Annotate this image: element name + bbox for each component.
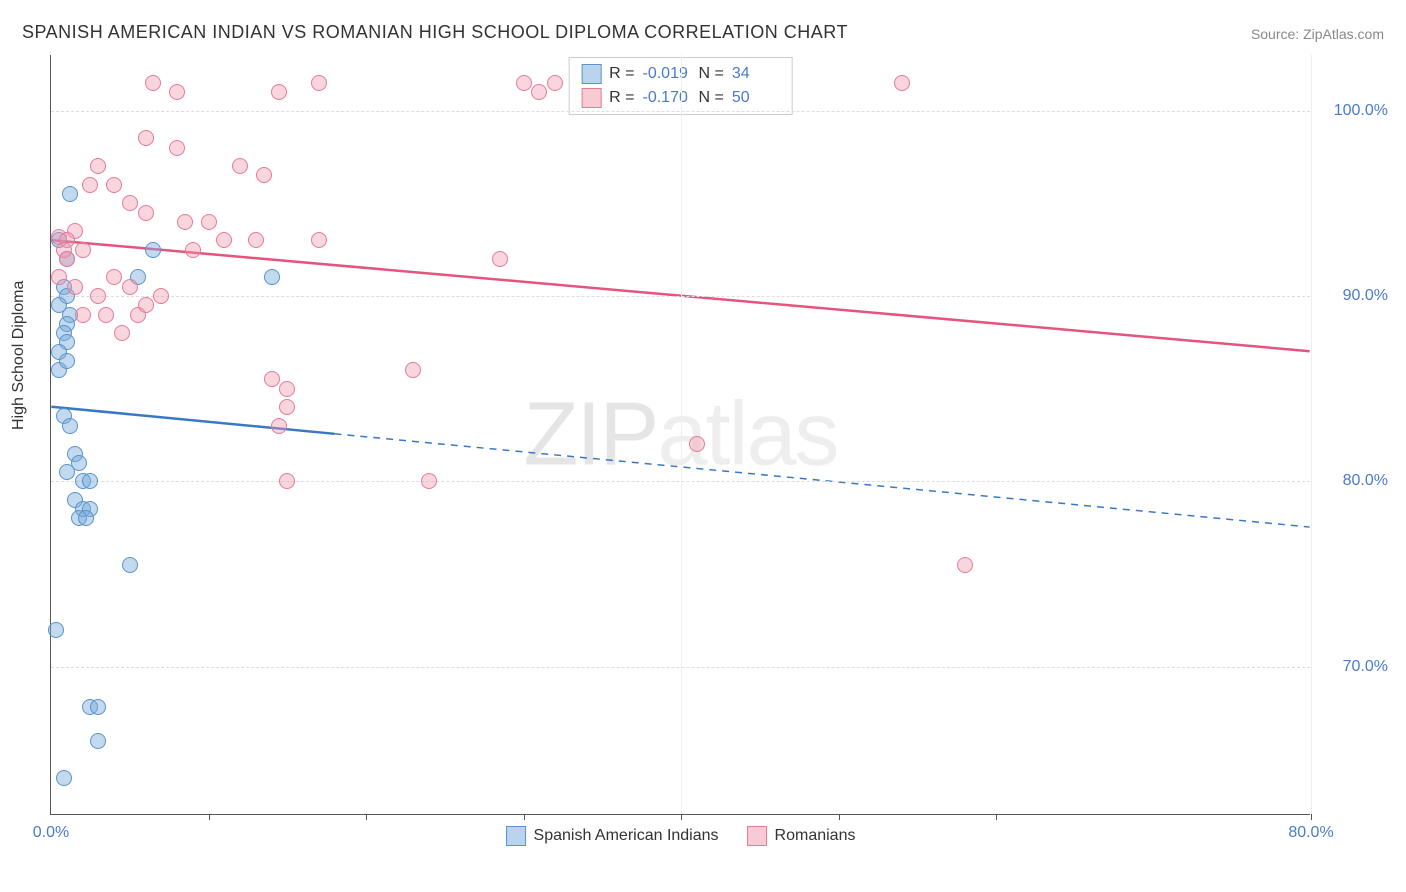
scatter-point <box>75 307 91 323</box>
chart-title: SPANISH AMERICAN INDIAN VS ROMANIAN HIGH… <box>22 22 848 43</box>
scatter-point <box>169 84 185 100</box>
scatter-point <box>51 269 67 285</box>
scatter-point <box>248 232 264 248</box>
y-tick-label: 90.0% <box>1343 287 1388 305</box>
n-value-pink: 50 <box>732 89 780 107</box>
n-label: N = <box>699 89 724 107</box>
scatter-point <box>122 195 138 211</box>
scatter-point <box>122 557 138 573</box>
gridline-vertical <box>681 55 682 814</box>
scatter-point <box>311 232 327 248</box>
scatter-point <box>114 325 130 341</box>
scatter-point <box>279 381 295 397</box>
r-value-blue: -0.019 <box>643 65 691 83</box>
legend-label-pink: Romanians <box>775 827 856 845</box>
scatter-point <box>90 158 106 174</box>
scatter-point <box>516 75 532 91</box>
scatter-point <box>492 251 508 267</box>
swatch-pink-icon <box>581 88 601 108</box>
scatter-point <box>421 473 437 489</box>
x-tick-mark <box>524 814 525 820</box>
x-tick-mark <box>1311 814 1312 820</box>
scatter-point <box>169 140 185 156</box>
scatter-point <box>279 473 295 489</box>
x-tick-mark <box>209 814 210 820</box>
scatter-point <box>153 288 169 304</box>
scatter-point <box>59 353 75 369</box>
scatter-point <box>106 269 122 285</box>
scatter-point <box>232 158 248 174</box>
scatter-point <box>256 167 272 183</box>
legend-label-blue: Spanish American Indians <box>534 827 719 845</box>
scatter-point <box>138 130 154 146</box>
y-tick-label: 70.0% <box>1343 658 1388 676</box>
r-value-pink: -0.170 <box>643 89 691 107</box>
y-axis-label: High School Diploma <box>10 281 28 430</box>
x-tick-mark <box>681 814 682 820</box>
y-tick-label: 100.0% <box>1334 102 1388 120</box>
scatter-point <box>90 699 106 715</box>
scatter-point <box>67 279 83 295</box>
gridline-vertical <box>1311 55 1312 814</box>
x-tick-mark <box>366 814 367 820</box>
r-label: R = <box>609 89 634 107</box>
scatter-point <box>271 418 287 434</box>
scatter-point <box>82 473 98 489</box>
swatch-pink-icon <box>747 826 767 846</box>
scatter-point <box>59 464 75 480</box>
scatter-point <box>90 733 106 749</box>
scatter-point <box>216 232 232 248</box>
y-tick-label: 80.0% <box>1343 472 1388 490</box>
watermark-light: atlas <box>657 384 837 484</box>
r-label: R = <box>609 65 634 83</box>
x-tick-label: 80.0% <box>1288 824 1333 842</box>
scatter-point <box>145 242 161 258</box>
scatter-point <box>957 557 973 573</box>
scatter-point <box>75 242 91 258</box>
scatter-point <box>90 288 106 304</box>
scatter-point <box>547 75 563 91</box>
scatter-point <box>201 214 217 230</box>
legend-item-blue: Spanish American Indians <box>506 826 719 846</box>
scatter-point <box>122 279 138 295</box>
scatter-point <box>59 251 75 267</box>
legend-item-pink: Romanians <box>747 826 856 846</box>
scatter-point <box>311 75 327 91</box>
x-tick-mark <box>839 814 840 820</box>
scatter-point <box>145 75 161 91</box>
n-value-blue: 34 <box>732 65 780 83</box>
scatter-point <box>185 242 201 258</box>
scatter-point <box>264 269 280 285</box>
scatter-point <box>138 297 154 313</box>
scatter-point <box>78 510 94 526</box>
scatter-point <box>264 371 280 387</box>
swatch-blue-icon <box>506 826 526 846</box>
plot-area: ZIPatlas R = -0.019 N = 34 R = -0.170 N … <box>50 55 1310 815</box>
scatter-point <box>531 84 547 100</box>
series-legend: Spanish American Indians Romanians <box>506 826 856 846</box>
scatter-point <box>279 399 295 415</box>
scatter-point <box>894 75 910 91</box>
scatter-point <box>82 177 98 193</box>
watermark-bold: ZIP <box>523 384 657 484</box>
scatter-point <box>405 362 421 378</box>
swatch-blue-icon <box>581 64 601 84</box>
x-tick-mark <box>996 814 997 820</box>
scatter-point <box>48 622 64 638</box>
scatter-point <box>56 770 72 786</box>
scatter-point <box>689 436 705 452</box>
scatter-point <box>62 186 78 202</box>
scatter-point <box>138 205 154 221</box>
chart-container: SPANISH AMERICAN INDIAN VS ROMANIAN HIGH… <box>0 0 1406 892</box>
scatter-point <box>106 177 122 193</box>
scatter-point <box>271 84 287 100</box>
source-attribution: Source: ZipAtlas.com <box>1251 26 1384 42</box>
scatter-point <box>98 307 114 323</box>
scatter-point <box>177 214 193 230</box>
n-label: N = <box>699 65 724 83</box>
scatter-point <box>62 418 78 434</box>
x-tick-label: 0.0% <box>33 824 69 842</box>
